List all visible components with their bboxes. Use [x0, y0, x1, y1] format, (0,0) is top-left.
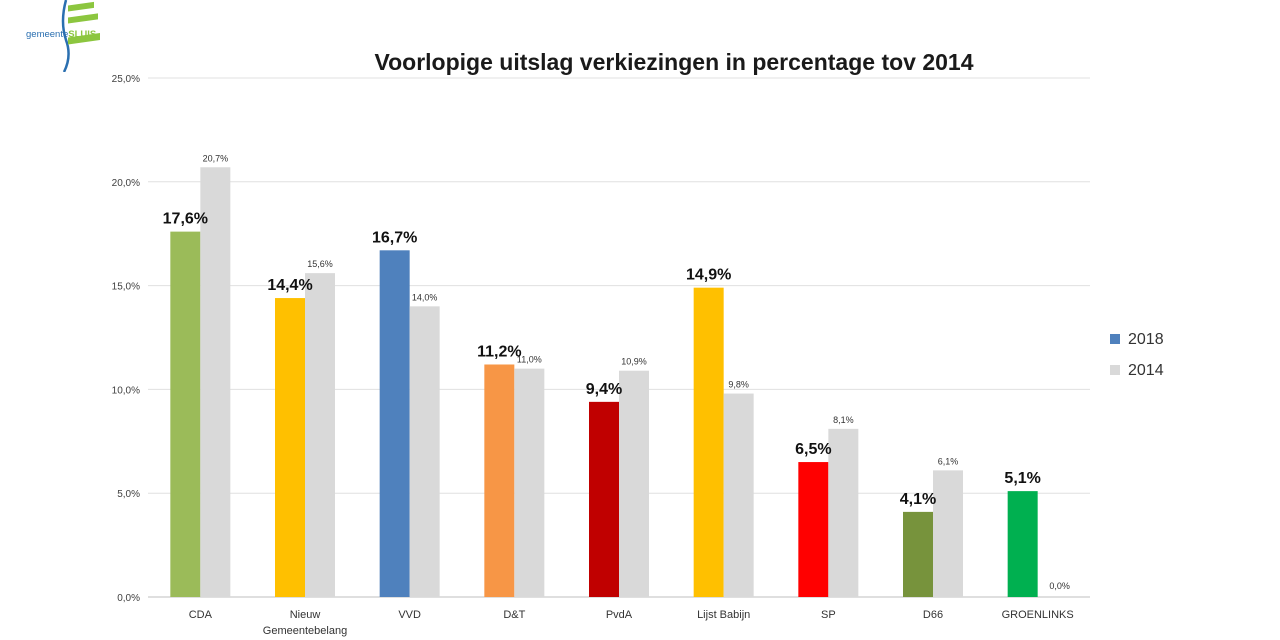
legend-swatch-2018 [1110, 334, 1120, 344]
bar-2018 [798, 462, 829, 597]
x-tick-label: GROENLINKS [1002, 609, 1074, 621]
data-label-2018: 17,6% [163, 211, 208, 228]
y-tick-label: 5,0% [117, 489, 140, 500]
chart-title: Voorlopige uitslag verkiezingen in perce… [374, 49, 973, 75]
data-label-2018: 11,2% [477, 343, 521, 360]
data-label-2014: 8,1% [833, 415, 854, 425]
bar-2018 [693, 287, 724, 597]
y-tick-label: 20,0% [112, 178, 140, 189]
legend-label-2014: 2014 [1128, 362, 1164, 379]
bar-2018 [589, 401, 619, 597]
y-tick-label: 0,0% [117, 593, 140, 604]
logo-text-suffix: SLUIS [68, 29, 96, 40]
svg-text:gemeenteSLUIS: gemeenteSLUIS [26, 29, 96, 40]
data-label-2014: 11,0% [517, 355, 542, 365]
bar-2018 [379, 250, 410, 598]
bar-2018 [484, 364, 515, 597]
data-label-2014: 15,6% [307, 259, 333, 269]
y-tick-label: 25,0% [112, 74, 140, 85]
x-tick-label: D66 [923, 609, 943, 621]
x-tick-label: Nieuw Gemeentebelang [263, 609, 347, 637]
gemeente-sluis-logo: gemeenteSLUIS [26, 0, 100, 72]
x-tick-label: CDA [189, 609, 213, 621]
legend-swatch-2014 [1110, 365, 1120, 375]
x-tick-label: D&T [503, 609, 525, 621]
bar-2018 [170, 231, 201, 597]
bar-2018 [903, 511, 933, 597]
bar-2014 [933, 470, 963, 597]
x-tick-label: PvdA [606, 609, 633, 621]
data-label-2014: 9,8% [728, 380, 749, 390]
data-label-2018: 16,7% [372, 229, 417, 246]
legend-label-2018: 2018 [1128, 331, 1164, 348]
data-label-2018: 9,4% [586, 381, 622, 398]
x-tick-label: SP [821, 609, 836, 621]
bar-2014 [305, 273, 335, 597]
bar-2014 [409, 306, 440, 597]
data-label-2018: 6,5% [795, 441, 831, 458]
bar-2014 [200, 167, 231, 597]
data-label-2018: 5,1% [1004, 470, 1040, 487]
data-label-2018: 4,1% [900, 491, 936, 508]
data-label-2014: 10,9% [621, 357, 647, 367]
y-tick-label: 10,0% [112, 385, 140, 396]
data-label-2014: 0,0% [1049, 581, 1070, 591]
bar-2014 [828, 428, 859, 597]
y-tick-label: 15,0% [112, 282, 140, 293]
bar-2014 [723, 393, 754, 597]
bar-2018 [275, 298, 305, 597]
data-label-2014: 14,0% [412, 292, 438, 302]
data-label-2018: 14,4% [267, 277, 312, 294]
bar-2014 [514, 368, 545, 597]
data-label-2014: 6,1% [938, 456, 959, 466]
data-label-2018: 14,9% [686, 267, 731, 284]
logo-text-prefix: gemeente [26, 29, 68, 40]
data-label-2014: 20,7% [203, 153, 229, 163]
bar-2018 [1007, 491, 1038, 597]
bar-2014 [619, 370, 649, 597]
x-tick-label: Lijst Babijn [697, 609, 750, 621]
x-tick-label: VVD [398, 609, 421, 621]
